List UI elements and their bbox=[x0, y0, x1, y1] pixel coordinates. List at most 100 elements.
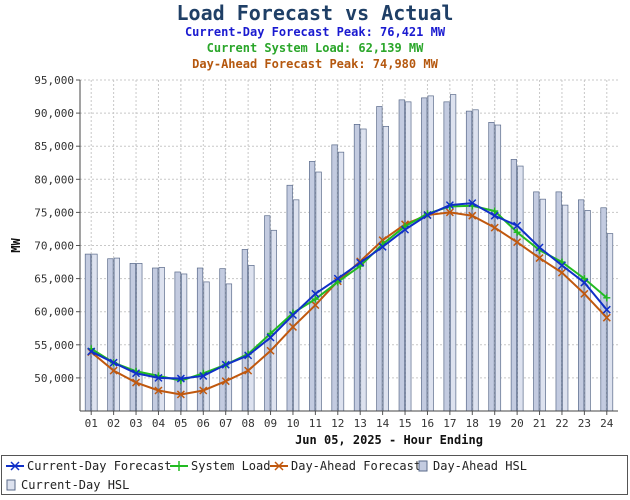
point-marker-b bbox=[490, 211, 499, 220]
y-tick-label: 90,000 bbox=[34, 107, 74, 120]
y-tick-label: 70,000 bbox=[34, 240, 74, 253]
day-ahead-peak-label: Day-Ahead Forecast Peak: 74,980 MW bbox=[192, 57, 438, 71]
x-tick-label: 20 bbox=[511, 417, 524, 430]
x-tick-label: 12 bbox=[331, 417, 344, 430]
point-current-day-forecast bbox=[378, 242, 387, 251]
bar-current-day-hsl bbox=[584, 210, 591, 412]
point-day-ahead-forecast bbox=[109, 366, 118, 375]
point-marker-b bbox=[154, 386, 163, 395]
y-tick-label: 95,000 bbox=[34, 74, 74, 87]
legend-label: Current-Day Forecast bbox=[27, 459, 172, 473]
bar-day-ahead-hsl bbox=[219, 268, 226, 412]
bar-day-ahead-hsl bbox=[129, 263, 136, 412]
legend-swatch-current-day-forecast bbox=[6, 461, 24, 471]
line-system-load bbox=[90, 204, 608, 382]
x-tick-label: 01 bbox=[85, 417, 98, 430]
bar-day-ahead-hsl bbox=[107, 258, 114, 412]
point-marker-b bbox=[602, 313, 611, 322]
bar-current-day-hsl bbox=[450, 94, 457, 412]
current-day-peak-label: Current-Day Forecast Peak: 76,421 MW bbox=[184, 25, 446, 39]
point-marker-b bbox=[378, 236, 387, 245]
bar-current-day-hsl bbox=[91, 253, 98, 412]
point-marker-b bbox=[535, 243, 544, 252]
point-marker-b bbox=[490, 223, 499, 232]
legend-label: Day-Ahead HSL bbox=[433, 459, 527, 473]
point-day-ahead-forecast bbox=[176, 390, 185, 399]
point-marker-b bbox=[580, 278, 589, 287]
bar-current-day-hsl bbox=[248, 265, 255, 412]
point-day-ahead-forecast bbox=[266, 346, 275, 355]
point-marker-b bbox=[199, 371, 208, 380]
y-tick-label: 75,000 bbox=[34, 206, 74, 219]
point-marker-b bbox=[333, 274, 342, 283]
point-system-load bbox=[311, 295, 319, 303]
point-marker-b bbox=[132, 369, 141, 378]
point-marker-b bbox=[244, 351, 253, 360]
point-marker-b bbox=[311, 301, 320, 310]
bar-current-day-hsl bbox=[427, 95, 434, 412]
point-system-load bbox=[580, 275, 588, 283]
x-tick-label: 18 bbox=[466, 417, 479, 430]
bar-current-day-hsl bbox=[405, 101, 412, 412]
point-day-ahead-forecast bbox=[468, 211, 477, 220]
x-tick-label: 10 bbox=[286, 417, 299, 430]
point-current-day-forecast bbox=[535, 243, 544, 252]
x-tick-label: 13 bbox=[354, 417, 367, 430]
point-marker-b bbox=[221, 360, 230, 369]
point-current-day-forecast bbox=[199, 371, 208, 380]
point-current-day-forecast bbox=[557, 261, 566, 270]
point-marker-b bbox=[468, 211, 477, 220]
point-marker-b bbox=[378, 242, 387, 251]
y-tick-label: 80,000 bbox=[34, 173, 74, 186]
point-marker-b bbox=[468, 199, 477, 208]
point-current-day-forecast bbox=[311, 289, 320, 298]
bar-current-day-hsl bbox=[270, 229, 277, 412]
point-current-day-forecast bbox=[288, 310, 297, 320]
bar-current-day-hsl bbox=[472, 109, 479, 412]
point-day-ahead-forecast bbox=[221, 377, 230, 386]
point-current-day-forecast bbox=[154, 373, 163, 382]
point-system-load bbox=[491, 207, 499, 215]
point-marker-b bbox=[311, 289, 320, 298]
point-marker-b bbox=[602, 305, 611, 314]
bar-day-ahead-hsl bbox=[309, 161, 316, 412]
bar-day-ahead-hsl bbox=[488, 122, 495, 412]
point-marker-b bbox=[401, 225, 410, 234]
x-tick-label: 16 bbox=[421, 417, 434, 430]
bar-current-day-hsl bbox=[517, 165, 524, 412]
point-marker-b bbox=[154, 373, 163, 382]
x-tick-label: 14 bbox=[376, 417, 390, 430]
point-system-load bbox=[513, 228, 521, 236]
point-marker-b bbox=[87, 347, 96, 356]
point-current-day-forecast bbox=[602, 305, 611, 314]
y-tick-label: 85,000 bbox=[34, 140, 74, 153]
point-current-day-forecast bbox=[333, 274, 342, 283]
x-tick-label: 21 bbox=[533, 417, 546, 430]
legend-item-day-ahead-forecast: Day-Ahead Forecast bbox=[270, 458, 421, 474]
bar-current-day-hsl bbox=[494, 124, 502, 412]
point-day-ahead-forecast bbox=[513, 238, 522, 247]
point-current-day-forecast bbox=[423, 211, 432, 220]
point-marker-b bbox=[580, 289, 589, 298]
point-marker-b bbox=[109, 366, 118, 375]
legend-swatch-day-ahead-forecast bbox=[270, 461, 288, 471]
bar-current-day-hsl bbox=[360, 128, 367, 412]
point-marker-b bbox=[176, 374, 185, 383]
point-marker-b bbox=[535, 254, 544, 263]
y-tick-label: 65,000 bbox=[34, 273, 74, 286]
bar-current-day-hsl bbox=[181, 273, 188, 412]
point-current-day-forecast bbox=[176, 374, 185, 383]
point-day-ahead-forecast bbox=[490, 223, 499, 232]
point-marker-b bbox=[356, 258, 365, 267]
point-marker-b bbox=[109, 358, 118, 367]
x-tick-label: 08 bbox=[242, 417, 255, 430]
point-day-ahead-forecast bbox=[311, 301, 320, 310]
point-current-day-forecast bbox=[87, 347, 96, 356]
x-axis-label: Jun 05, 2025 - Hour Ending bbox=[295, 433, 483, 447]
point-current-day-forecast bbox=[244, 351, 253, 360]
point-day-ahead-forecast bbox=[535, 254, 544, 263]
x-tick-label: 11 bbox=[309, 417, 322, 430]
point-marker-b bbox=[266, 333, 275, 342]
point-current-day-forecast bbox=[580, 278, 589, 287]
x-tick-label: 07 bbox=[219, 417, 232, 430]
